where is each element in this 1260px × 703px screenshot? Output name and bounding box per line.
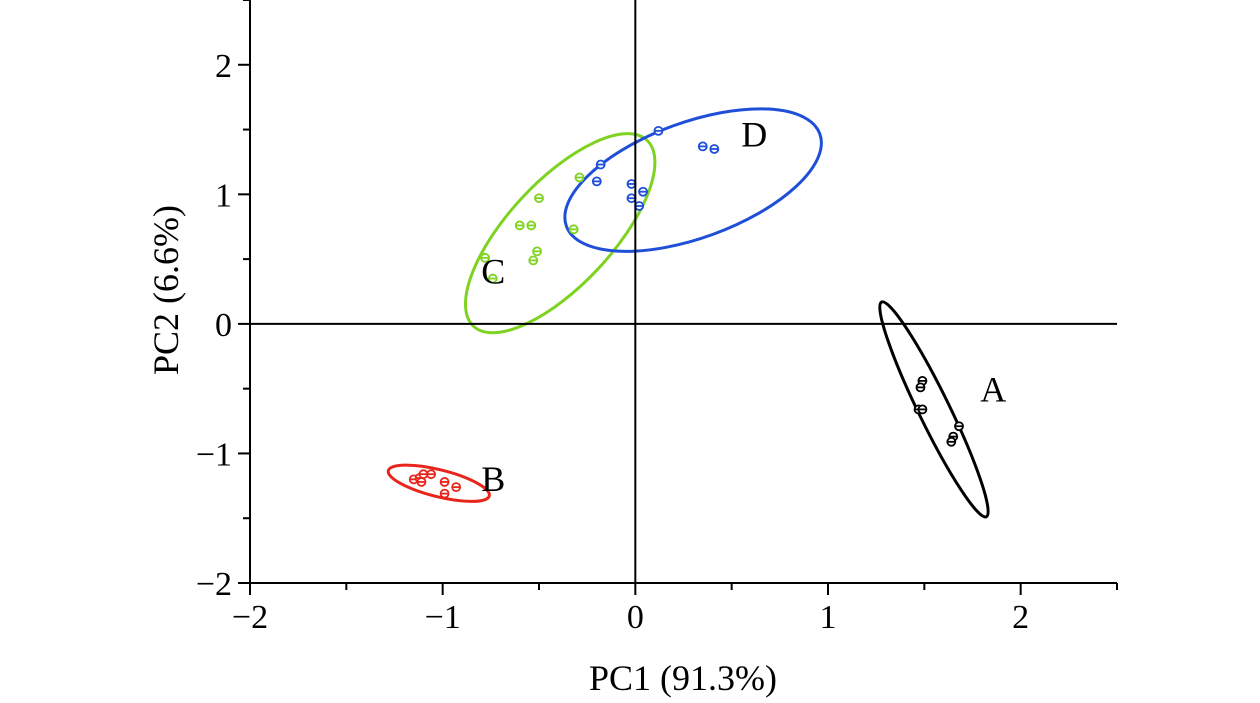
point-d <box>591 176 602 187</box>
y-tick-label: −2 <box>196 566 232 603</box>
point-c <box>532 246 542 257</box>
ellipse-a <box>878 300 990 519</box>
y-tick-label: −1 <box>196 436 232 473</box>
point-d <box>626 193 637 204</box>
point-b <box>418 469 429 480</box>
point-a <box>917 404 928 415</box>
point-a <box>915 382 926 393</box>
y-tick-label: 2 <box>215 48 232 85</box>
group-label-d: D <box>741 114 767 154</box>
point-c <box>480 252 490 263</box>
group-label-b: B <box>481 459 505 499</box>
group-labels: A B C D <box>481 114 1006 499</box>
group-label-c: C <box>481 252 505 292</box>
point-b <box>451 482 462 493</box>
point-d <box>653 125 664 136</box>
point-d <box>595 159 606 170</box>
point-c <box>514 220 525 231</box>
point-b <box>439 488 450 499</box>
ellipse-b <box>386 463 491 503</box>
point-c <box>568 224 579 235</box>
point-c <box>534 193 544 204</box>
group-label-a: A <box>980 370 1006 410</box>
point-c <box>528 255 539 266</box>
x-tick-label: −2 <box>232 599 268 636</box>
ellipse-c <box>463 132 657 335</box>
x-tick-label: 1 <box>820 599 837 636</box>
x-tick-label: −1 <box>425 599 461 636</box>
point-d <box>634 201 645 211</box>
point-c <box>526 220 537 231</box>
point-a <box>954 421 964 432</box>
y-tick-label: 0 <box>215 307 232 344</box>
point-b <box>426 469 437 480</box>
x-axis-title: PC1 (91.3%) <box>589 658 777 698</box>
x-tick-label: 2 <box>1012 599 1029 636</box>
ellipse-d <box>563 107 823 253</box>
point-d <box>709 144 720 154</box>
point-d <box>626 179 637 189</box>
point-d <box>638 186 648 197</box>
y-tick-label: 1 <box>215 177 232 214</box>
point-c <box>487 273 498 284</box>
axes: −2 −1 0 1 2 −2 −1 0 1 2 <box>196 0 1118 636</box>
point-a <box>946 436 957 447</box>
point-c <box>574 172 585 183</box>
point-b <box>439 477 450 487</box>
point-d <box>697 141 708 152</box>
point-b <box>416 477 427 487</box>
x-tick-label: 0 <box>627 599 644 636</box>
confidence-ellipses <box>386 107 990 519</box>
data-points <box>408 125 964 499</box>
y-axis-title: PC2 (6.6%) <box>146 205 186 375</box>
